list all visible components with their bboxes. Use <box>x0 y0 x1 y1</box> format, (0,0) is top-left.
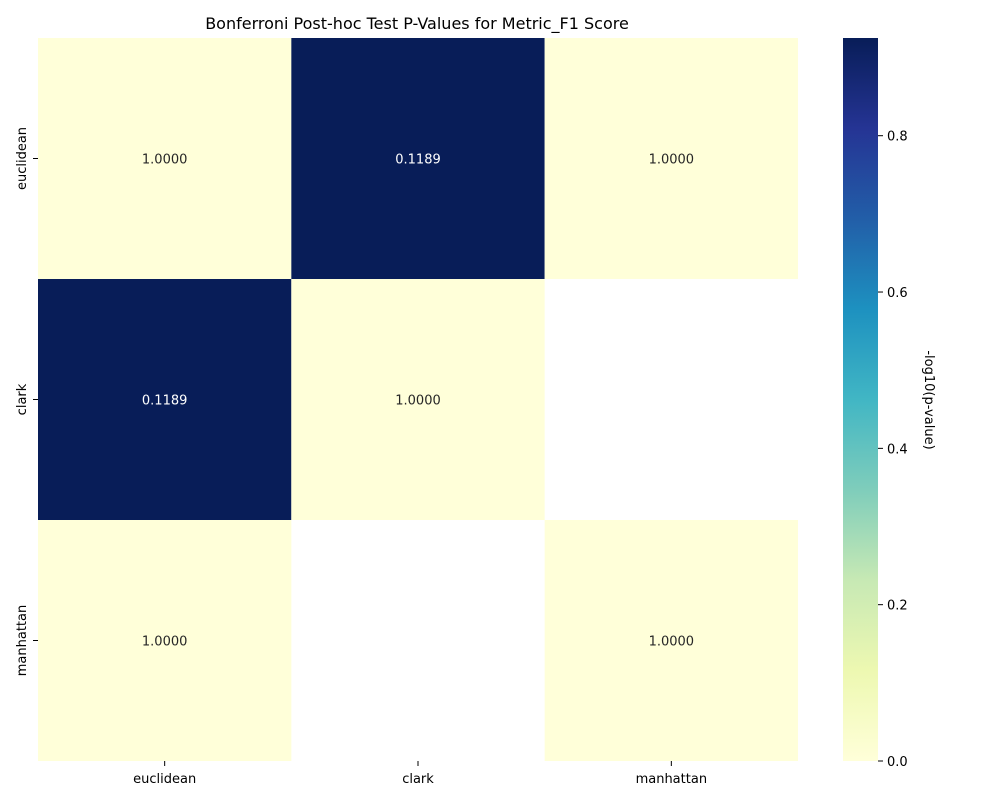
cell-value-label: 0.1189 <box>395 153 441 168</box>
heatmap-cell <box>38 520 292 761</box>
cell-value-label: 1.0000 <box>649 153 695 168</box>
colorbar-tick-label: 0.8 <box>887 130 908 145</box>
colorbar: -log10(p-value) 0.0 0.2 0.4 0.6 0.8 <box>843 38 936 770</box>
colorbar-label: -log10(p-value) <box>921 350 936 449</box>
heatmap-cell <box>291 279 545 520</box>
x-axis: euclidean clark manhattan <box>133 761 707 787</box>
cell-value-label: 1.0000 <box>142 153 188 168</box>
cell-value-label: 1.0000 <box>142 635 188 650</box>
y-tick-label: clark <box>15 383 30 415</box>
x-tick-label: euclidean <box>133 772 196 787</box>
y-tick-label: euclidean <box>15 127 30 190</box>
cell-value-label: 0.1189 <box>142 394 188 409</box>
colorbar-gradient <box>843 38 878 761</box>
cell-value-label: 1.0000 <box>649 635 695 650</box>
colorbar-tick-label: 0.0 <box>887 755 908 770</box>
y-axis: euclidean clark manhattan <box>15 127 38 676</box>
colorbar-tick-label: 0.6 <box>887 286 908 301</box>
heatmap-cell <box>544 520 798 761</box>
x-tick-label: manhattan <box>636 772 707 787</box>
colorbar-tick-label: 0.2 <box>887 599 908 614</box>
heatmap-cell <box>38 279 292 520</box>
heatmap-cells: 1.0000 0.1189 1.0000 0.1189 1.0000 1.0000 1.00… <box>38 38 798 761</box>
heatmap-cell <box>38 38 292 279</box>
y-tick-label: manhattan <box>15 605 30 676</box>
heatmap-cell <box>291 38 545 279</box>
x-tick-label: clark <box>402 772 434 787</box>
cell-value-label: 1.0000 <box>395 394 441 409</box>
heatmap-cell <box>544 38 798 279</box>
colorbar-tick-label: 0.4 <box>887 442 908 457</box>
chart-title: Bonferroni Post-hoc Test P-Values for Me… <box>205 14 629 34</box>
